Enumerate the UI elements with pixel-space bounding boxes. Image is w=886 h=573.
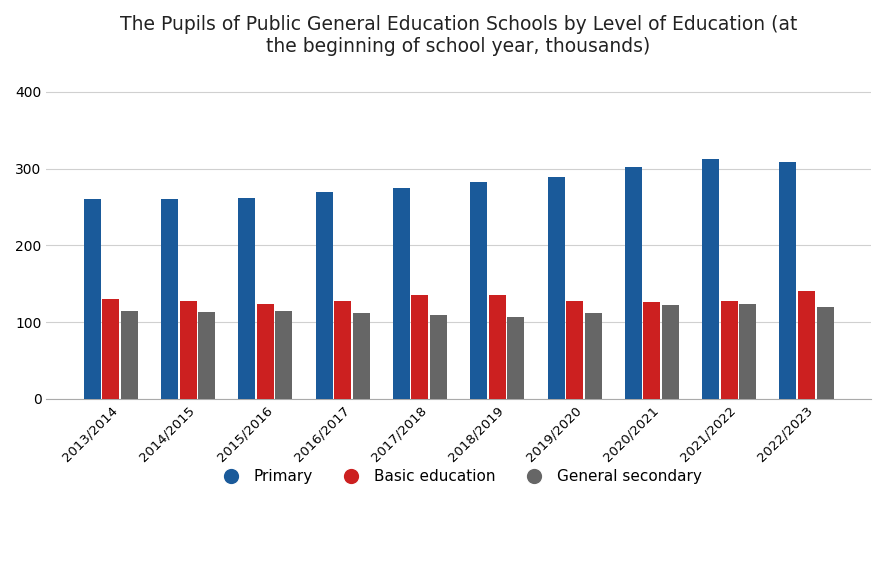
Bar xyxy=(315,191,332,399)
Bar xyxy=(566,301,583,399)
Bar xyxy=(276,311,292,399)
Bar xyxy=(257,304,274,399)
Bar xyxy=(489,295,506,399)
Bar xyxy=(662,305,679,399)
Bar xyxy=(353,313,369,399)
Bar xyxy=(508,317,525,399)
Bar xyxy=(430,315,447,399)
Bar xyxy=(625,167,641,399)
Bar xyxy=(392,188,410,399)
Bar xyxy=(739,304,757,399)
Bar xyxy=(780,162,797,399)
Bar xyxy=(102,299,120,399)
Bar xyxy=(817,307,834,399)
Bar xyxy=(238,198,255,399)
Bar xyxy=(548,177,564,399)
Bar xyxy=(334,301,351,399)
Bar xyxy=(585,313,602,399)
Legend: Primary, Basic education, General secondary: Primary, Basic education, General second… xyxy=(209,463,708,490)
Bar xyxy=(720,301,738,399)
Bar xyxy=(161,199,178,399)
Bar xyxy=(83,199,101,399)
Title: The Pupils of Public General Education Schools by Level of Education (at
the beg: The Pupils of Public General Education S… xyxy=(120,15,797,56)
Bar xyxy=(643,302,660,399)
Bar xyxy=(470,182,487,399)
Bar xyxy=(198,312,215,399)
Bar xyxy=(411,295,429,399)
Bar xyxy=(798,292,815,399)
Bar xyxy=(120,311,138,399)
Bar xyxy=(702,159,719,399)
Bar xyxy=(180,301,197,399)
